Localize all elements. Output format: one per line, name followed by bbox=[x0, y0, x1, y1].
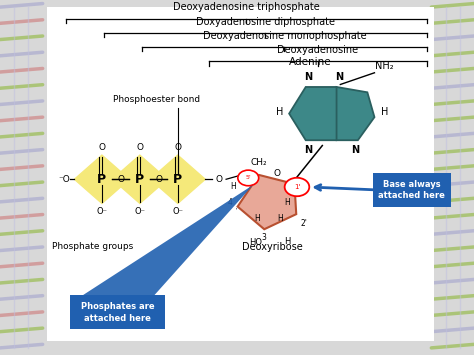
Text: 4: 4 bbox=[227, 198, 232, 207]
Polygon shape bbox=[337, 87, 374, 140]
Text: Doxyadenosine diphosphate: Doxyadenosine diphosphate bbox=[196, 17, 335, 27]
Text: 3: 3 bbox=[262, 233, 267, 241]
Circle shape bbox=[284, 178, 309, 196]
Text: H: H bbox=[381, 107, 388, 117]
Text: O: O bbox=[137, 143, 143, 152]
Text: Deoxyribose: Deoxyribose bbox=[242, 242, 303, 252]
Text: N: N bbox=[335, 72, 343, 82]
Polygon shape bbox=[237, 175, 296, 229]
Text: Phosphates are
attached here: Phosphates are attached here bbox=[81, 302, 154, 323]
Text: Phosphate groups: Phosphate groups bbox=[52, 242, 133, 251]
Text: Deoxyadenosine monophosphate: Deoxyadenosine monophosphate bbox=[202, 31, 366, 41]
FancyBboxPatch shape bbox=[47, 7, 434, 341]
Polygon shape bbox=[150, 155, 205, 203]
FancyBboxPatch shape bbox=[70, 295, 165, 329]
Text: H: H bbox=[277, 214, 283, 223]
Text: Phosphoester bond: Phosphoester bond bbox=[113, 95, 200, 104]
Text: O: O bbox=[273, 169, 280, 178]
Polygon shape bbox=[112, 155, 167, 203]
Polygon shape bbox=[78, 185, 253, 298]
Text: N: N bbox=[351, 145, 360, 155]
Text: 1': 1' bbox=[294, 184, 300, 190]
Text: ': ' bbox=[236, 207, 237, 212]
Polygon shape bbox=[74, 155, 129, 203]
Text: CH₂: CH₂ bbox=[251, 158, 267, 167]
Text: NH₂: NH₂ bbox=[374, 61, 393, 71]
Text: Base always
attached here: Base always attached here bbox=[378, 180, 446, 200]
Text: N: N bbox=[304, 72, 312, 82]
Circle shape bbox=[238, 170, 259, 186]
Text: O: O bbox=[155, 175, 162, 184]
Text: O⁻: O⁻ bbox=[96, 207, 108, 216]
Text: H: H bbox=[230, 182, 237, 191]
Text: ⁻O: ⁻O bbox=[58, 175, 70, 184]
Text: P: P bbox=[173, 173, 182, 186]
Text: H: H bbox=[254, 214, 260, 223]
Text: O⁻: O⁻ bbox=[172, 207, 183, 216]
Text: H: H bbox=[284, 198, 291, 207]
Text: O⁻: O⁻ bbox=[134, 207, 146, 216]
Text: Deoxyadenosine triphosphate: Deoxyadenosine triphosphate bbox=[173, 2, 320, 12]
Text: HO: HO bbox=[249, 238, 262, 247]
Text: Deoxyadenosine: Deoxyadenosine bbox=[277, 45, 358, 55]
Text: H: H bbox=[284, 237, 291, 246]
Text: P: P bbox=[135, 173, 145, 186]
Text: O: O bbox=[99, 143, 105, 152]
Text: 5': 5' bbox=[246, 175, 251, 180]
Text: 2': 2' bbox=[301, 219, 307, 228]
Text: O: O bbox=[118, 175, 124, 184]
FancyBboxPatch shape bbox=[373, 173, 451, 207]
Polygon shape bbox=[289, 87, 360, 140]
Text: P: P bbox=[97, 173, 107, 186]
Text: N: N bbox=[304, 145, 312, 155]
Text: O: O bbox=[174, 143, 181, 152]
Text: Adenine: Adenine bbox=[289, 58, 332, 67]
Text: O: O bbox=[216, 175, 223, 184]
Text: H: H bbox=[275, 107, 283, 117]
